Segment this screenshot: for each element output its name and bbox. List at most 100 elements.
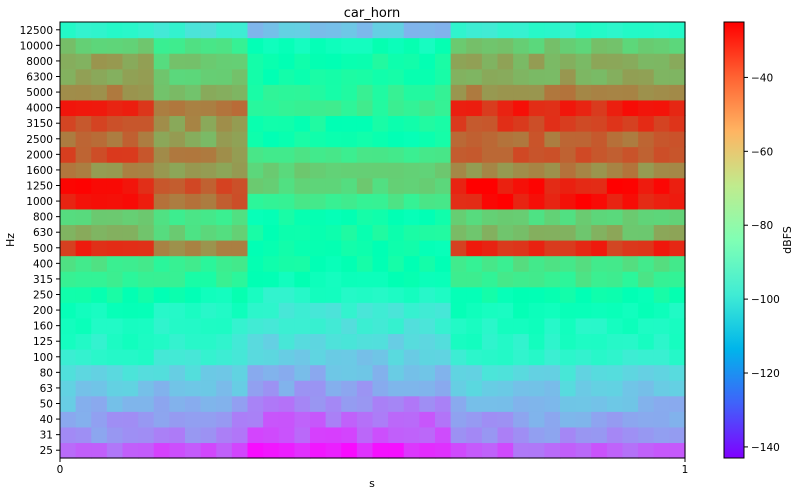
heatmap-cell (653, 177, 670, 194)
heatmap-cell (435, 255, 452, 272)
heatmap-cell (138, 84, 155, 101)
heatmap-cell (528, 380, 545, 397)
heatmap-cell (544, 146, 561, 163)
heatmap-cell (106, 349, 124, 366)
heatmap-cell (669, 22, 686, 39)
heatmap-cell (528, 255, 545, 272)
heatmap-cell (528, 53, 545, 70)
heatmap-cell (106, 302, 124, 319)
heatmap-cell (216, 302, 233, 319)
heatmap-cell (481, 53, 499, 70)
heatmap-cell (60, 240, 77, 257)
heatmap-cell (403, 53, 420, 70)
heatmap-cell (575, 37, 592, 54)
heatmap-cell (169, 115, 186, 132)
heatmap-cell (528, 68, 545, 85)
heatmap-cell (388, 380, 405, 397)
heatmap-cell (185, 99, 202, 117)
heatmap-cell (528, 395, 545, 412)
heatmap-cell (575, 208, 592, 226)
heatmap-cell (138, 146, 155, 163)
heatmap-cell (638, 317, 655, 335)
heatmap-cell (185, 177, 202, 194)
heatmap-cell (185, 68, 202, 85)
heatmap-cell (356, 426, 374, 444)
heatmap-cell (466, 317, 483, 335)
heatmap-cell (200, 333, 217, 350)
heatmap-cell (185, 426, 202, 444)
heatmap-cell (513, 240, 530, 257)
heatmap-cell (106, 177, 124, 194)
heatmap-cell (294, 271, 311, 288)
heatmap-cell (591, 349, 608, 366)
heatmap-cell (435, 380, 452, 397)
heatmap-cell (435, 115, 452, 132)
heatmap-cell (466, 240, 483, 257)
heatmap-cell (622, 208, 639, 226)
heatmap-cell (403, 426, 420, 444)
heatmap-cell (247, 255, 264, 272)
heatmap-cell (106, 333, 124, 350)
colorbar-tick-label: −140 (751, 442, 780, 454)
heatmap-cell (122, 286, 139, 303)
heatmap-cell (638, 411, 655, 428)
y-tick-label: 2500 (26, 134, 53, 146)
heatmap-cell (450, 208, 467, 226)
heatmap-cell (106, 395, 124, 412)
heatmap-cell (216, 22, 233, 39)
x-tick-label: 0 (57, 464, 64, 476)
heatmap-cell (278, 426, 295, 444)
heatmap-cell (653, 349, 670, 366)
heatmap-cell (638, 333, 655, 350)
heatmap-cell (231, 411, 249, 428)
heatmap-cell (591, 302, 608, 319)
heatmap-cell (481, 208, 499, 226)
y-tick-label: 500 (33, 243, 53, 255)
heatmap-cell (575, 395, 592, 412)
heatmap-cell (247, 193, 264, 210)
heatmap-cell (91, 146, 108, 163)
heatmap-cell (200, 53, 217, 70)
heatmap-cell (372, 411, 389, 428)
heatmap-cell (419, 22, 436, 39)
heatmap-cell (341, 99, 358, 117)
heatmap-cell (481, 84, 499, 101)
heatmap-cell (169, 411, 186, 428)
heatmap-cell (435, 240, 452, 257)
heatmap-cell (91, 131, 108, 148)
heatmap-cell (481, 349, 499, 366)
heatmap-cell (247, 53, 264, 70)
heatmap-cell (294, 193, 311, 210)
heatmap-cell (325, 333, 342, 350)
heatmap-cell (388, 99, 405, 117)
heatmap-cell (669, 177, 686, 194)
heatmap-cell (247, 84, 264, 101)
heatmap-cell (497, 84, 514, 101)
heatmap-cell (575, 317, 592, 335)
heatmap-cell (122, 380, 139, 397)
heatmap-cell (638, 193, 655, 210)
heatmap-cell (122, 162, 139, 179)
heatmap-cell (60, 37, 77, 54)
heatmap-cell (481, 317, 499, 335)
heatmap-cell (388, 317, 405, 335)
heatmap-cell (388, 208, 405, 226)
heatmap-cell (481, 333, 499, 350)
heatmap-cell (216, 115, 233, 132)
heatmap-cell (294, 395, 311, 412)
heatmap-cell (216, 177, 233, 194)
heatmap-cell (310, 395, 327, 412)
heatmap-cell (60, 255, 77, 272)
heatmap-cell (60, 349, 77, 366)
heatmap-cell (560, 99, 577, 117)
heatmap-cell (466, 131, 483, 148)
heatmap-cell (669, 411, 686, 428)
heatmap-cell (310, 99, 327, 117)
heatmap-cell (497, 349, 514, 366)
heatmap-cell (653, 224, 670, 241)
heatmap-cell (341, 271, 358, 288)
heatmap-cell (310, 240, 327, 257)
heatmap-cell (560, 271, 577, 288)
heatmap-cell (638, 271, 655, 288)
heatmap-cell (341, 411, 358, 428)
